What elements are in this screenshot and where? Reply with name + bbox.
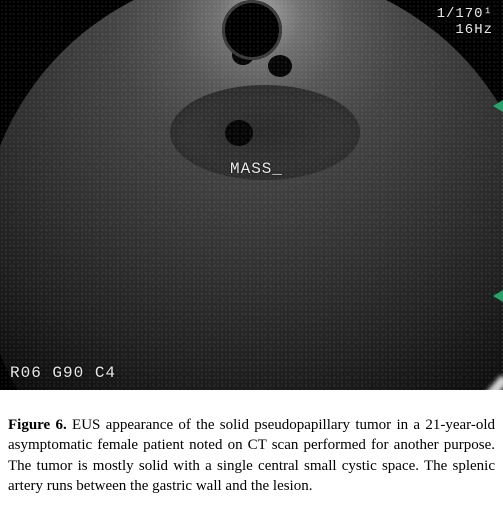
figure-caption: Figure 6. EUS appearance of the solid ps…: [0, 405, 503, 496]
ultrasound-image: 1/170¹ 16Hz MASS_ R06 G90 C4: [0, 0, 503, 390]
overlay-mass-label: MASS_: [230, 160, 283, 178]
transducer-notch: [222, 0, 282, 60]
figure: 1/170¹ 16Hz MASS_ R06 G90 C4 Figure 6. E…: [0, 0, 503, 496]
cyst-superior-right: [268, 55, 292, 77]
caption-text: EUS appearance of the solid pseudopapill…: [8, 417, 495, 494]
depth-marker-upper: [493, 100, 503, 112]
overlay-frequency: 16Hz: [455, 22, 493, 38]
figure-label: Figure 6.: [8, 417, 72, 433]
overlay-frame-counter: 1/170¹: [437, 6, 493, 22]
cyst-central: [225, 120, 253, 146]
depth-marker-lower: [493, 290, 503, 302]
overlay-machine-settings: R06 G90 C4: [10, 364, 116, 382]
